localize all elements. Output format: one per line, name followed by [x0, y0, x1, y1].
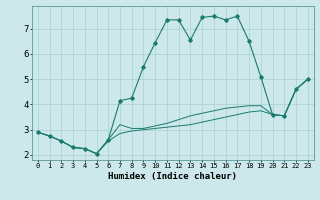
X-axis label: Humidex (Indice chaleur): Humidex (Indice chaleur) [108, 172, 237, 181]
